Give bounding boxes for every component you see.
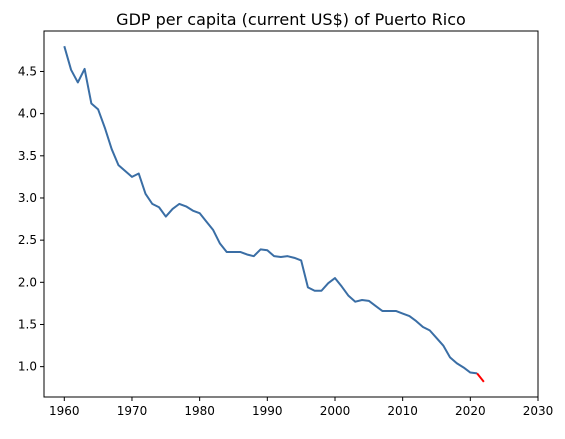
series-group [63, 45, 485, 383]
y-tick-label: 4.0 [18, 107, 37, 121]
plot-frame [43, 30, 539, 398]
x-tick-label: 1980 [184, 404, 215, 418]
x-axis: 1960 1970 1980 1990 2000 2010 2020 2030 [49, 397, 553, 418]
x-tick-label: 2020 [455, 404, 486, 418]
y-tick-label: 1.0 [18, 360, 37, 374]
x-tick-label: 1990 [252, 404, 283, 418]
x-tick-label: 2030 [523, 404, 554, 418]
y-tick-label: 4.5 [18, 64, 37, 78]
series-line-0 [63, 45, 478, 375]
y-tick-label: 3.0 [18, 191, 37, 205]
chart-title: GDP per capita (current US$) of Puerto R… [116, 10, 466, 29]
x-tick-label: 1960 [49, 404, 80, 418]
y-tick-label: 1.5 [18, 317, 37, 331]
y-tick-label: 2.0 [18, 275, 37, 289]
series-line-1 [476, 372, 485, 383]
y-tick-label: 3.5 [18, 149, 37, 163]
x-tick-label: 2000 [320, 404, 351, 418]
x-tick-label: 2010 [387, 404, 418, 418]
y-axis: 1.0 1.5 2.0 2.5 3.0 3.5 4.0 4.5 [18, 64, 44, 374]
x-tick-label: 1970 [117, 404, 148, 418]
y-tick-label: 2.5 [18, 233, 37, 247]
